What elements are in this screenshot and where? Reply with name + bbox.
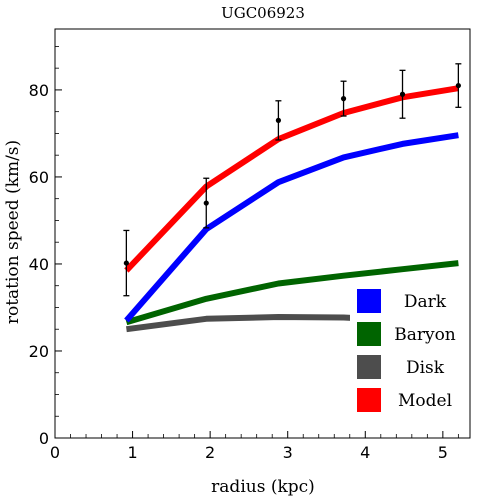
x-tick-label: 2 <box>205 443 215 462</box>
x-axis-label: radius (kpc) <box>211 477 315 497</box>
series-line-dark <box>124 132 459 323</box>
legend-label-model: Model <box>398 391 452 411</box>
observed-point <box>275 117 282 123</box>
y-tick-label: 40 <box>29 255 49 274</box>
observed-point <box>399 91 406 97</box>
x-tick-label: 1 <box>127 443 137 462</box>
legend-swatch-model <box>357 388 381 412</box>
chart-title: UGC06923 <box>221 4 305 22</box>
observed-point <box>340 96 347 102</box>
legend-label-baryon: Baryon <box>394 325 456 345</box>
y-tick-label: 20 <box>29 342 49 361</box>
legend-swatch-dark <box>357 289 381 313</box>
series-line-model <box>124 85 459 273</box>
x-tick-label: 4 <box>360 443 370 462</box>
y-tick-label: 60 <box>29 168 49 187</box>
y-tick-label: 80 <box>29 81 49 100</box>
observed-point <box>203 200 209 206</box>
y-axis-label: rotation speed (km/s) <box>3 140 23 324</box>
y-axis-ticks: 0 20 40 60 80 <box>29 46 62 448</box>
series-line-baryon <box>125 260 459 326</box>
x-tick-label: 3 <box>283 443 293 462</box>
x-tick-label: 0 <box>50 443 60 462</box>
legend-swatch-baryon <box>357 322 381 346</box>
x-tick-label: 5 <box>438 443 448 462</box>
legend-label-disk: Disk <box>406 358 445 378</box>
legend: Dark Baryon Disk Model <box>350 283 466 421</box>
x-axis-ticks: 0 1 2 3 4 5 <box>50 431 459 462</box>
legend-swatch-disk <box>357 355 381 379</box>
observed-point <box>455 82 461 89</box>
y-tick-label: 0 <box>39 429 49 448</box>
observed-point <box>123 260 129 266</box>
observed-data-layer <box>123 63 462 297</box>
plot-frame <box>54 28 471 439</box>
legend-label-dark: Dark <box>404 292 447 312</box>
